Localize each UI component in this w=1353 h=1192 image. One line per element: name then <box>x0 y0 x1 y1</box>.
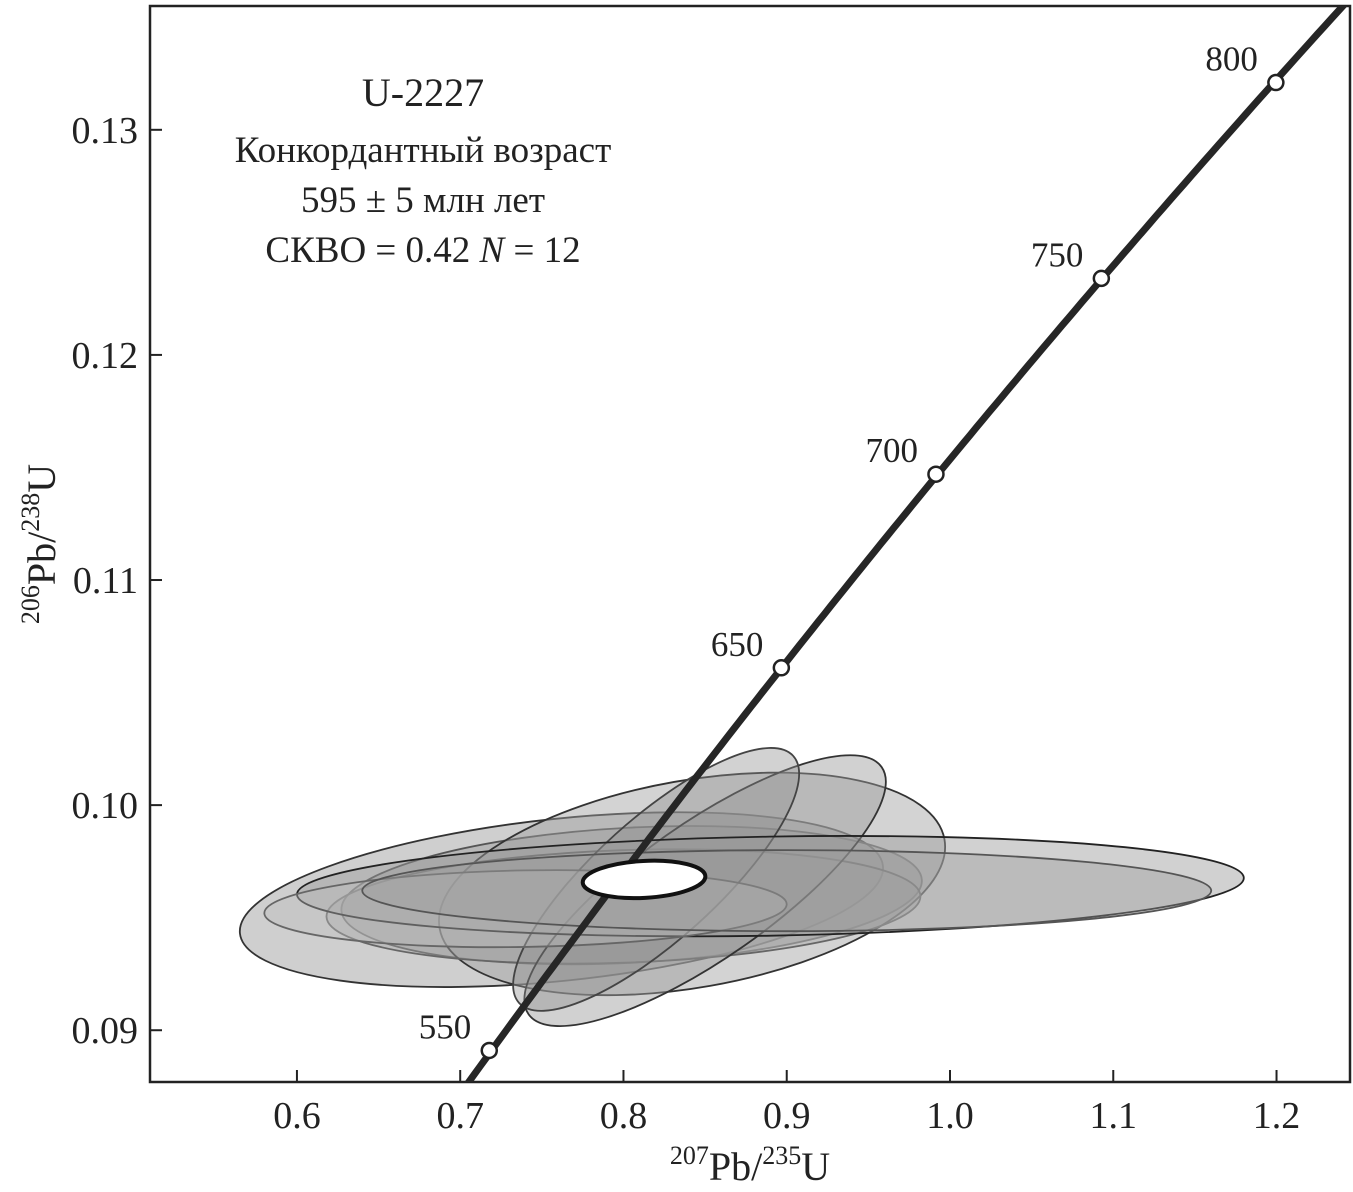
chart-title: U-2227 <box>362 70 484 115</box>
y-title-sup2: 238 <box>16 493 45 532</box>
x-title-sup1: 207 <box>670 1141 709 1170</box>
error-ellipse <box>523 754 887 1027</box>
age-marker-label: 800 <box>1205 40 1258 79</box>
x-title-base: Pb/ <box>709 1144 763 1189</box>
age-marker <box>927 465 945 483</box>
x-tick-label: 0.8 <box>600 1095 648 1137</box>
age-marker <box>772 659 791 677</box>
y-title-end: U <box>19 464 64 493</box>
x-tick-label: 0.9 <box>763 1095 811 1137</box>
y-title-sup1: 206 <box>16 585 45 624</box>
y-tick-label: 0.12 <box>72 335 139 377</box>
age-marker <box>1267 73 1285 92</box>
age-marker-label: 550 <box>419 1007 472 1046</box>
concordia-curve <box>464 6 1348 1082</box>
plot-frame <box>148 4 1352 1084</box>
concordia-age-ellipse-group <box>580 858 708 901</box>
x-title-end: U <box>801 1144 830 1189</box>
x-tick-label: 1.2 <box>1253 1095 1301 1137</box>
y-title-base: Pb/ <box>19 531 64 585</box>
annotation-n-value: = 12 <box>504 230 580 271</box>
annotation-n-symbol: N <box>479 230 507 271</box>
x-tick-label: 1.0 <box>926 1095 974 1137</box>
x-tick-label: 0.7 <box>436 1095 484 1137</box>
x-tick-label: 0.6 <box>273 1095 321 1137</box>
age-marker <box>1092 269 1111 288</box>
y-tick-label: 0.09 <box>72 1010 139 1052</box>
age-marker-label: 650 <box>711 625 764 664</box>
error-ellipses <box>238 747 1245 1027</box>
age-marker <box>480 1041 499 1060</box>
x-axis-ticks: 0.6 0.7 0.8 0.9 1.0 1.1 1.2 <box>273 1070 1300 1137</box>
y-tick-label: 0.13 <box>72 110 139 152</box>
x-tick-label: 1.1 <box>1090 1095 1138 1137</box>
age-marker-label: 750 <box>1031 235 1084 274</box>
annotation-age: 595 ± 5 млн лет <box>301 180 545 221</box>
annotation-mswd-prefix: СКВО = 0.42 <box>265 230 479 271</box>
y-axis-ticks: 0.09 0.10 0.11 0.12 0.13 <box>72 110 162 1052</box>
error-ellipse <box>361 849 1213 933</box>
annotation-method: Конкордантный возраст <box>235 130 612 171</box>
y-axis-title: 206Pb/238U <box>16 464 64 624</box>
x-title-sup2: 235 <box>762 1141 801 1170</box>
y-tick-label: 0.10 <box>72 785 139 827</box>
concordia-curve-group: 550 650 700 750 800 <box>419 6 1348 1082</box>
x-axis-title: 207Pb/235U <box>670 1141 830 1189</box>
concordia-age-ellipse <box>580 858 708 901</box>
annotation-mswd: СКВО = 0.42 N = 12 <box>265 230 580 271</box>
age-marker-label: 700 <box>865 431 918 470</box>
y-tick-label: 0.11 <box>73 560 138 602</box>
